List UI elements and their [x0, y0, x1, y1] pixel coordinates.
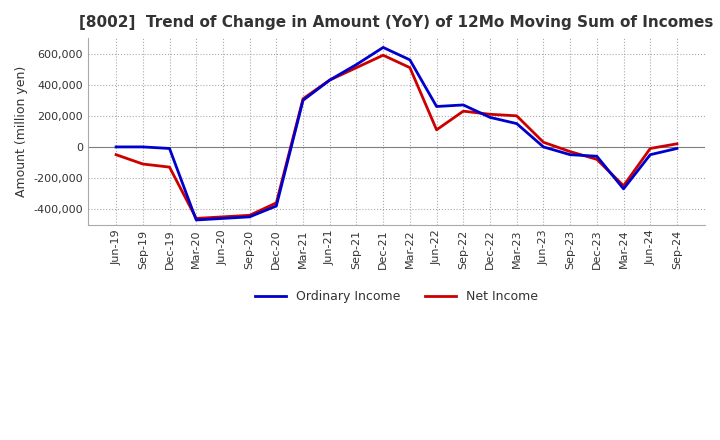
- Net Income: [379, 52, 387, 58]
- Net Income: [566, 149, 575, 154]
- Net Income: [593, 157, 601, 162]
- Ordinary Income: [619, 186, 628, 191]
- Net Income: [405, 65, 414, 70]
- Ordinary Income: [246, 214, 254, 220]
- Ordinary Income: [379, 45, 387, 50]
- Y-axis label: Amount (million yen): Amount (million yen): [15, 66, 28, 197]
- Ordinary Income: [672, 146, 681, 151]
- Title: [8002]  Trend of Change in Amount (YoY) of 12Mo Moving Sum of Incomes: [8002] Trend of Change in Amount (YoY) o…: [79, 15, 714, 30]
- Net Income: [165, 165, 174, 170]
- Net Income: [352, 65, 361, 70]
- Ordinary Income: [405, 57, 414, 62]
- Ordinary Income: [459, 103, 467, 108]
- Ordinary Income: [299, 98, 307, 103]
- Net Income: [672, 141, 681, 147]
- Net Income: [486, 112, 495, 117]
- Ordinary Income: [593, 154, 601, 159]
- Ordinary Income: [272, 203, 281, 209]
- Net Income: [219, 214, 228, 220]
- Ordinary Income: [112, 144, 120, 150]
- Ordinary Income: [486, 115, 495, 120]
- Ordinary Income: [352, 62, 361, 67]
- Ordinary Income: [165, 146, 174, 151]
- Net Income: [646, 146, 654, 151]
- Ordinary Income: [432, 104, 441, 109]
- Legend: Ordinary Income, Net Income: Ordinary Income, Net Income: [250, 285, 544, 308]
- Ordinary Income: [566, 152, 575, 158]
- Ordinary Income: [513, 121, 521, 126]
- Ordinary Income: [219, 216, 228, 221]
- Net Income: [619, 183, 628, 188]
- Net Income: [112, 152, 120, 158]
- Net Income: [432, 127, 441, 132]
- Net Income: [325, 77, 334, 83]
- Ordinary Income: [138, 144, 147, 150]
- Net Income: [539, 139, 548, 145]
- Ordinary Income: [539, 144, 548, 150]
- Line: Ordinary Income: Ordinary Income: [116, 48, 677, 220]
- Net Income: [246, 213, 254, 218]
- Net Income: [299, 96, 307, 101]
- Net Income: [513, 113, 521, 118]
- Line: Net Income: Net Income: [116, 55, 677, 218]
- Net Income: [272, 200, 281, 205]
- Net Income: [192, 216, 201, 221]
- Ordinary Income: [646, 152, 654, 158]
- Net Income: [138, 161, 147, 167]
- Ordinary Income: [192, 217, 201, 223]
- Ordinary Income: [325, 77, 334, 83]
- Net Income: [459, 109, 467, 114]
